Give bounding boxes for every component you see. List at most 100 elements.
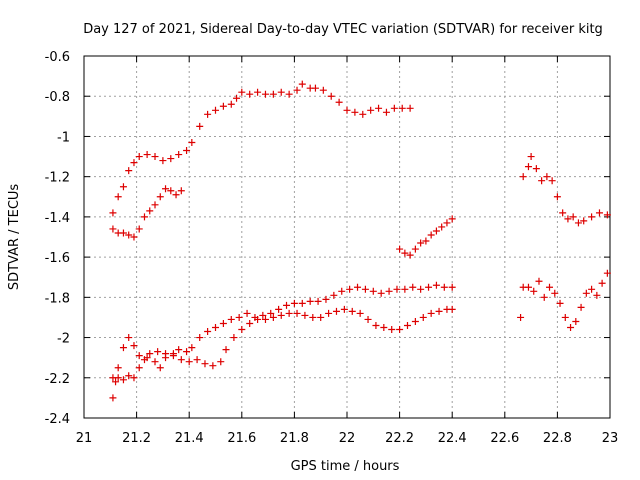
data-point [401,285,409,293]
data-point [380,324,388,331]
data-point [569,213,577,221]
data-point [564,215,572,223]
data-point [551,289,559,297]
data-point [356,309,364,317]
data-point [411,245,419,253]
data-point [517,313,525,321]
y-tick-label: -0.8 [45,90,70,105]
data-point [219,319,227,327]
data-point [309,313,317,321]
data-point [125,334,133,342]
data-point [435,307,443,315]
data-point [411,317,419,325]
data-point [151,201,159,209]
data-point [277,311,285,319]
data-point [301,311,309,319]
series-track-rising-short [396,215,456,259]
data-point [154,348,162,356]
data-point [222,346,230,354]
data-point [283,301,291,309]
data-point [377,289,385,297]
x-tick-label: 23 [602,431,619,446]
data-point [130,374,138,382]
y-tick-label: -1.8 [45,291,70,306]
series-track-lower-b [109,305,456,384]
data-point [543,173,551,181]
data-point [567,324,575,331]
data-point [372,321,380,329]
data-point [396,326,404,334]
data-point [114,364,122,372]
x-axis-label: GPS time / hours [291,459,400,474]
data-point [598,279,606,287]
data-point [175,151,183,159]
data-point [140,213,148,221]
data-point [212,324,219,331]
data-point [267,309,275,317]
data-point [448,215,456,223]
data-point [238,326,246,334]
data-point [385,287,393,295]
data-point [285,309,293,317]
data-point [603,211,611,219]
data-point [603,269,611,277]
data-point [290,299,298,307]
data-points [109,80,611,402]
data-point [317,313,325,321]
data-point [151,358,159,366]
data-point [422,237,430,245]
data-point [427,309,435,317]
data-point [212,106,219,114]
data-point [196,122,204,130]
data-point [146,207,154,215]
data-point [188,344,196,352]
series-track-right-lower [517,269,611,331]
data-point [269,313,277,321]
data-point [183,348,191,356]
data-point [169,352,177,360]
y-tick-labels: -2.4 -2.2 -2 -1.8 -1.6 -1.4 -1.2 -1 -0.8 -0.6 [45,50,70,427]
data-point [361,285,369,293]
data-point [285,90,293,98]
data-point [390,104,398,112]
data-point [217,358,225,366]
data-point [406,104,414,112]
y-tick-label: -2.4 [45,412,70,427]
data-point [130,159,138,167]
data-point [382,108,390,116]
data-point [319,86,327,94]
data-point [146,350,154,358]
data-point [330,291,338,299]
data-point [254,88,262,96]
data-point [306,297,314,305]
data-point [277,88,285,96]
data-point [538,177,546,185]
data-point [524,283,532,291]
data-point [188,138,196,146]
data-point [588,213,596,221]
data-point [167,155,175,163]
x-tick-label: 21.8 [280,431,309,446]
data-point [185,358,193,366]
data-point [196,334,204,342]
data-point [177,187,185,195]
data-point [427,231,435,239]
data-point [243,309,251,317]
data-point [593,291,601,299]
data-point [109,225,117,233]
data-point [425,283,433,291]
x-tick-label: 22.4 [438,431,467,446]
data-point [269,90,277,98]
data-point [343,106,351,114]
data-point [201,360,209,368]
data-point [298,299,306,307]
data-point [238,88,246,96]
data-point [335,98,343,106]
data-point [527,153,535,161]
data-point [432,227,440,235]
data-point [119,344,127,352]
data-point [125,372,133,380]
data-point [177,356,185,364]
data-point [162,185,170,193]
